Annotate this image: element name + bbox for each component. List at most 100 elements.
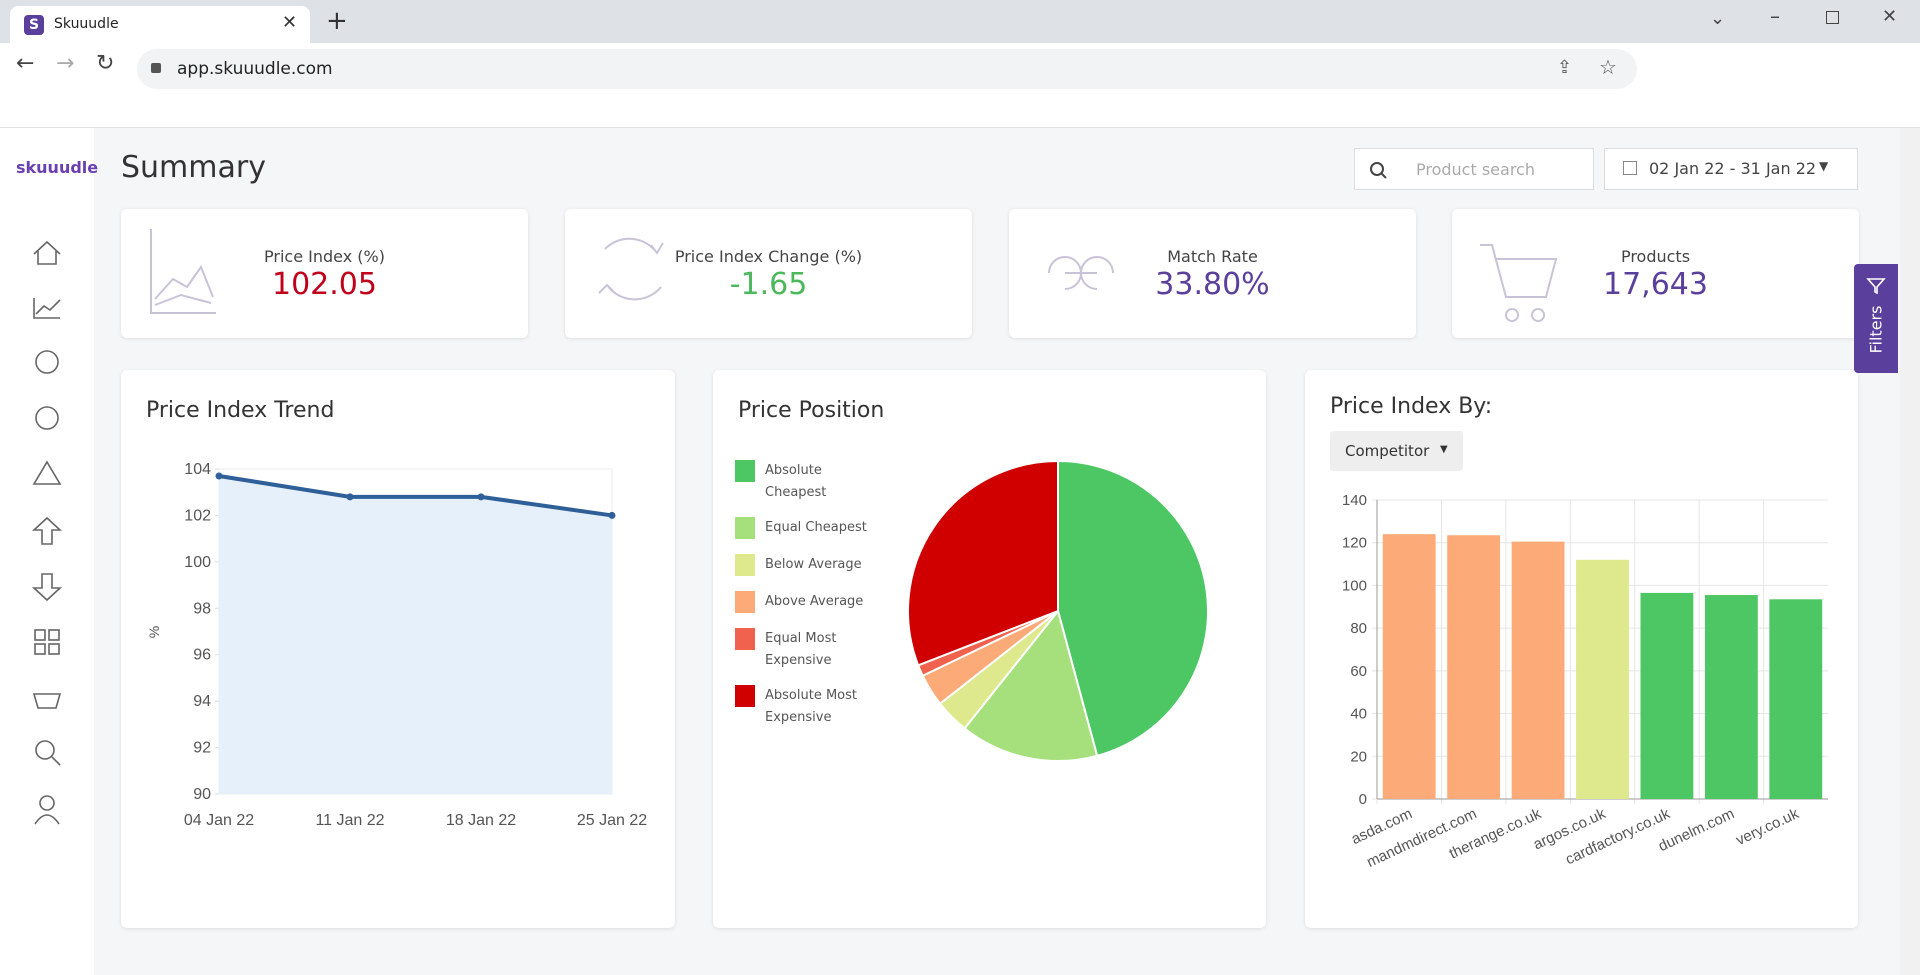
- bar: [1576, 559, 1629, 799]
- x-tick-label: 25 Jan 22: [577, 812, 647, 829]
- point: [608, 511, 616, 519]
- tab-search[interactable]: ⌄: [1710, 8, 1726, 29]
- x-tick-label: 18 Jan 22: [446, 812, 516, 829]
- price-index-by-card: Price Index By: Competitor ▼ 0 20 40 60 80 10…: [1305, 370, 1858, 928]
- forward-button[interactable]: →: [56, 51, 75, 76]
- nav-grid[interactable]: [34, 629, 46, 641]
- legend-item: Absolute Cheapest: [735, 460, 885, 507]
- date-range: 02 Jan 22 - 31 Jan 22: [1649, 159, 1817, 178]
- lock-icon: [151, 63, 161, 73]
- restore[interactable]: [1826, 11, 1839, 24]
- legend-label: Above Average: [765, 594, 864, 609]
- bar: [1640, 592, 1694, 799]
- nav-recycle[interactable]: [32, 460, 62, 485]
- y-tick-label: 40: [1350, 706, 1367, 723]
- x-tick-label: mandmdirect.com: [1364, 805, 1479, 871]
- bar: [1511, 541, 1565, 799]
- point: [346, 493, 354, 501]
- product-search[interactable]: Product search: [1354, 148, 1594, 190]
- point: [477, 493, 485, 501]
- legend: Absolute Cheapest Equal Cheapest Below Ave…: [735, 460, 885, 742]
- bookmark-star[interactable]: ☆: [1599, 55, 1617, 79]
- position-card: Price Position Absolute Cheapest Equal Ch…: [713, 370, 1266, 928]
- nav-grid-3: [34, 643, 46, 655]
- kpi-icon: [150, 229, 216, 314]
- y-tick-label: 98: [193, 600, 211, 617]
- tab-close[interactable]: ✕: [282, 12, 298, 33]
- legend-label: Absolute Most Expensive: [765, 688, 857, 725]
- legend-label: Absolute Cheapest: [765, 463, 827, 500]
- new-tab[interactable]: +: [326, 6, 348, 36]
- dropdown[interactable]: Competitor ▼: [1330, 431, 1463, 471]
- legend-swatch: [735, 517, 755, 539]
- y-tick-label: 80: [1350, 620, 1367, 637]
- search-icon: [1370, 162, 1387, 179]
- legend-swatch: [735, 460, 755, 482]
- nav-basket[interactable]: [32, 693, 62, 709]
- legend-swatch: [735, 628, 755, 650]
- y-tick-label: 20: [1350, 748, 1367, 765]
- y-axis-label: %: [146, 626, 162, 638]
- kpi-icon-path: [1048, 256, 1114, 290]
- kpi-icon: [1480, 244, 1558, 322]
- kpi-card: Match Rate 33.80%: [1009, 209, 1416, 338]
- bar: [1769, 599, 1823, 799]
- tab-title: Skuuudle: [54, 16, 119, 32]
- pie-slice: [1057, 459, 1209, 758]
- filters-label: Filters: [1866, 305, 1886, 354]
- filter-icon: [1866, 278, 1886, 295]
- bar: [1447, 535, 1501, 799]
- browser-tab[interactable]: S Skuuudle ✕: [10, 6, 310, 43]
- line: [218, 473, 613, 518]
- bar: [1382, 534, 1436, 799]
- y-tick-label: 100: [184, 554, 211, 571]
- back-button[interactable]: ←: [16, 51, 35, 76]
- legend-item: Above Average: [735, 591, 885, 638]
- nav-globe[interactable]: [35, 406, 59, 430]
- kpi-icon: [1048, 256, 1114, 290]
- nav-down[interactable]: [31, 573, 63, 602]
- calendar-icon: [1623, 161, 1637, 175]
- page-title: Summary: [121, 150, 266, 185]
- card-title: Price Position: [738, 398, 885, 423]
- legend-item: Below Average: [735, 554, 885, 601]
- address-bar[interactable]: app.skuuudle.com ⇪ ☆: [137, 49, 1637, 89]
- filters-tab[interactable]: Filters: [1854, 264, 1898, 373]
- y-tick-label: 94: [193, 693, 211, 710]
- dropdown-label: Competitor: [1345, 442, 1430, 460]
- nav-compass[interactable]: [35, 350, 59, 374]
- kpi-value: -1.65: [729, 267, 808, 302]
- y-tick-label: 0: [1359, 791, 1367, 808]
- nav-trend[interactable]: [33, 298, 61, 319]
- nav-home[interactable]: [33, 240, 61, 265]
- y-tick-label: 96: [193, 647, 211, 664]
- minimize[interactable]: –: [1770, 4, 1780, 28]
- pie-slice: [963, 608, 1099, 762]
- favicon: S: [24, 15, 44, 35]
- url: app.skuuudle.com: [177, 59, 333, 79]
- kpi-icon: [598, 237, 664, 301]
- reload-button[interactable]: ↻: [96, 51, 115, 76]
- nav-up[interactable]: [31, 516, 63, 545]
- card-title: Price Index Trend: [146, 398, 335, 423]
- logo[interactable]: skuuudle: [16, 158, 99, 177]
- nav-icons: [31, 240, 63, 825]
- nav-search-handle: [51, 756, 61, 766]
- nav-search[interactable]: [35, 740, 55, 760]
- close-window[interactable]: ✕: [1882, 6, 1898, 27]
- legend-label: Equal Most Expensive: [765, 631, 837, 668]
- kpi-label: Price Index (%): [264, 247, 385, 266]
- kpi-card: Price Index Change (%) -1.65: [565, 209, 972, 338]
- share-icon[interactable]: ⇪: [1557, 57, 1573, 78]
- kpi-card: Products 17,643: [1452, 209, 1859, 338]
- nav-grid-2: [48, 629, 60, 641]
- nav-user[interactable]: [39, 795, 55, 811]
- pie-chart: [907, 459, 1209, 762]
- kpi-label: Match Rate: [1167, 247, 1258, 266]
- legend-item: Absolute Most Expensive: [735, 685, 885, 732]
- dropdown-caret: ▼: [1440, 444, 1448, 455]
- date-picker[interactable]: 02 Jan 22 - 31 Jan 22 ▼: [1604, 148, 1858, 190]
- area: [219, 475, 612, 794]
- legend-item: Equal Cheapest: [735, 517, 885, 564]
